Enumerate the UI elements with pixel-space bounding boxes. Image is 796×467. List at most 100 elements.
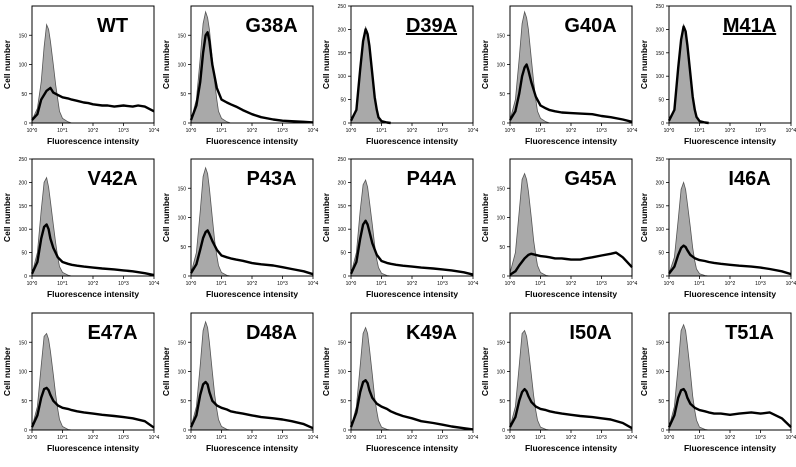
y-tick-label: 100 — [497, 370, 506, 376]
y-tick-label: 50 — [499, 399, 505, 405]
y-tick-label: 150 — [656, 51, 665, 57]
y-axis-label: Cell number — [639, 39, 649, 89]
y-tick-label: 250 — [656, 157, 665, 163]
x-tick-label: 10^1 — [57, 281, 68, 287]
y-tick-label: 0 — [343, 121, 346, 127]
histogram-panel-d48a: 0 50 100 150 10^0 10^1 10^2 10^3 10^4 Fluorescenc… — [161, 312, 319, 453]
y-tick-label: 0 — [502, 428, 505, 434]
y-tick-label: 50 — [499, 245, 505, 251]
control-histogram-area — [31, 332, 72, 431]
histogram-panel-d39a: 0 50 100 150 200 250 10^0 10^1 10^2 10^3 10^4 Fluor… — [321, 4, 479, 146]
panel-title: D39A — [406, 15, 457, 37]
y-tick-label: 150 — [19, 33, 28, 39]
x-tick-label: 10^1 — [535, 128, 546, 134]
y-tick-label: 0 — [661, 428, 664, 434]
x-axis-label: Fluorescence intensity — [684, 289, 776, 299]
y-tick-label: 100 — [19, 370, 28, 376]
y-tick-label: 150 — [19, 204, 28, 210]
y-tick-label: 250 — [19, 157, 28, 163]
y-tick-label: 0 — [24, 274, 27, 280]
x-axis-label: Fluorescence intensity — [47, 136, 139, 146]
y-tick-label: 50 — [499, 92, 505, 98]
x-tick-label: 10^0 — [346, 281, 357, 287]
x-tick-label: 10^3 — [118, 435, 129, 441]
x-tick-label: 10^0 — [505, 128, 516, 134]
y-axis-label: Cell number — [161, 39, 171, 89]
x-tick-label: 10^2 — [566, 128, 577, 134]
x-tick-label: 10^3 — [437, 128, 448, 134]
x-tick-label: 10^1 — [535, 435, 546, 441]
control-histogram-area — [668, 323, 709, 431]
x-tick-label: 10^4 — [627, 281, 638, 287]
mutant-histogram-line — [668, 244, 792, 276]
y-tick-label: 100 — [178, 370, 187, 376]
y-tick-label: 0 — [24, 428, 27, 434]
y-tick-label: 0 — [24, 121, 27, 127]
x-tick-label: 10^3 — [596, 435, 607, 441]
x-tick-label: 10^0 — [505, 281, 516, 287]
x-tick-label: 10^1 — [694, 128, 705, 134]
y-tick-label: 150 — [178, 33, 187, 39]
y-tick-label: 50 — [658, 98, 664, 104]
y-tick-label: 200 — [338, 180, 347, 186]
y-tick-label: 0 — [661, 274, 664, 280]
x-tick-label: 10^4 — [149, 435, 160, 441]
x-axis-label: Fluorescence intensity — [47, 443, 139, 453]
y-tick-label: 0 — [183, 121, 186, 127]
x-tick-label: 10^2 — [88, 281, 99, 287]
x-tick-label: 10^3 — [277, 435, 288, 441]
histogram-panel-i50a: 0 50 100 150 10^0 10^1 10^2 10^3 10^4 Fluorescenc… — [480, 312, 638, 453]
mutant-histogram-line — [189, 31, 314, 124]
panel-title: G38A — [245, 15, 297, 37]
mutant-histogram-line — [667, 25, 709, 125]
panel-title: T51A — [725, 322, 774, 344]
x-tick-label: 10^3 — [118, 128, 129, 134]
mutant-histogram-line — [189, 229, 314, 276]
x-tick-label: 10^1 — [694, 281, 705, 287]
histogram-panel-wt: 0 50 100 150 10^0 10^1 10^2 10^3 10^4 Fluorescenc… — [2, 5, 160, 146]
histogram-panel-p43a: 0 50 100 150 10^0 10^1 10^2 10^3 10^4 Fluorescenc… — [161, 158, 319, 299]
x-axis-label: Fluorescence intensity — [684, 136, 776, 146]
x-tick-label: 10^2 — [247, 128, 258, 134]
x-axis-label: Fluorescence intensity — [366, 289, 458, 299]
y-tick-label: 100 — [656, 74, 665, 80]
x-tick-label: 10^2 — [88, 435, 99, 441]
y-tick-label: 150 — [19, 340, 28, 346]
x-tick-label: 10^1 — [376, 281, 387, 287]
x-tick-label: 10^3 — [755, 281, 766, 287]
x-tick-label: 10^2 — [407, 435, 418, 441]
x-tick-label: 10^2 — [725, 128, 736, 134]
x-axis-label: Fluorescence intensity — [525, 443, 617, 453]
y-tick-label: 0 — [661, 121, 664, 127]
x-tick-label: 10^3 — [596, 281, 607, 287]
y-tick-label: 50 — [658, 399, 664, 405]
x-tick-label: 10^4 — [308, 281, 319, 287]
panel-title: V42A — [88, 168, 138, 190]
control-histogram-area — [350, 179, 391, 277]
x-axis-label: Fluorescence intensity — [684, 443, 776, 453]
x-axis-label: Fluorescence intensity — [366, 443, 458, 453]
y-tick-label: 150 — [656, 340, 665, 346]
panel-title: E47A — [88, 322, 138, 344]
y-tick-label: 0 — [502, 121, 505, 127]
x-tick-label: 10^1 — [216, 281, 227, 287]
x-axis-label: Fluorescence intensity — [206, 289, 298, 299]
x-tick-label: 10^0 — [505, 435, 516, 441]
mutant-histogram-line — [349, 28, 391, 125]
panel-title: G45A — [564, 168, 616, 190]
x-axis-label: Fluorescence intensity — [525, 136, 617, 146]
y-tick-label: 100 — [338, 74, 347, 80]
histogram-panel-p44a: 0 50 100 150 200 250 10^0 10^1 10^2 10^3 10^4 Fluor… — [321, 157, 479, 299]
mutant-histogram-line — [31, 86, 155, 121]
panel-title: WT — [97, 15, 128, 37]
y-tick-label: 250 — [338, 157, 347, 163]
y-tick-label: 50 — [180, 399, 186, 405]
x-tick-label: 10^3 — [437, 281, 448, 287]
y-tick-label: 100 — [338, 227, 347, 233]
x-tick-label: 10^0 — [186, 281, 197, 287]
y-tick-label: 150 — [497, 186, 506, 192]
y-tick-label: 100 — [178, 63, 187, 69]
x-tick-label: 10^4 — [468, 128, 479, 134]
y-axis-label: Cell number — [321, 346, 331, 396]
y-tick-label: 150 — [338, 51, 347, 57]
